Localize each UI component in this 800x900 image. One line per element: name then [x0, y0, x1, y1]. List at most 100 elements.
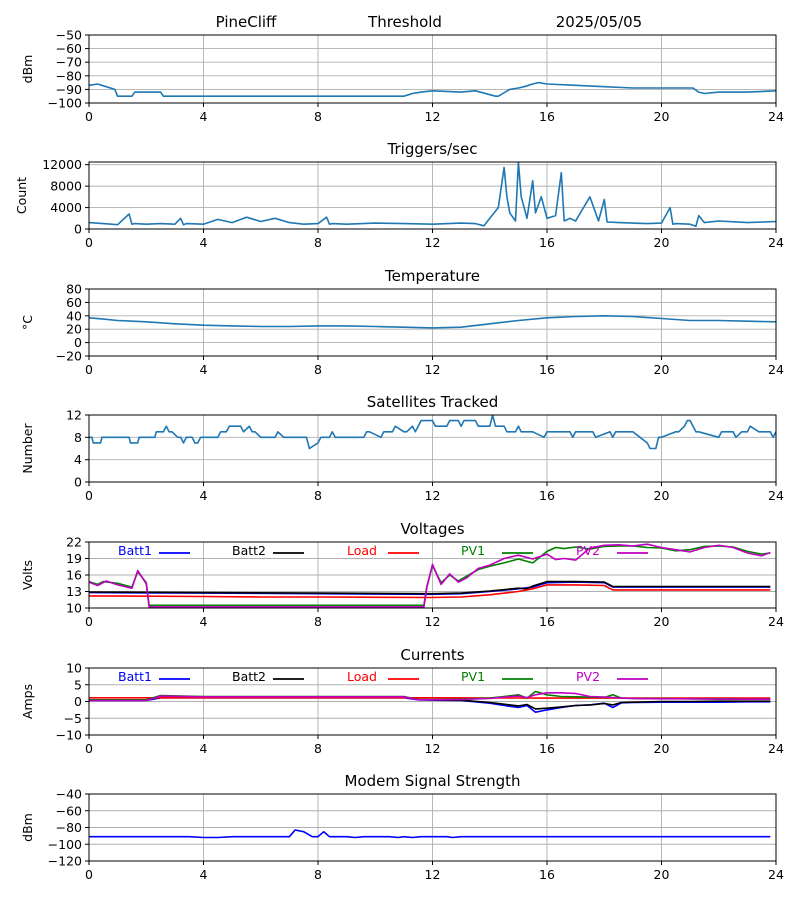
y-tick-label: −80: [56, 820, 82, 835]
x-tick-label: 12: [425, 614, 441, 629]
x-tick-label: 0: [85, 741, 93, 756]
series-line-pv2: [89, 691, 771, 702]
y-axis-label: dBm: [20, 813, 35, 842]
y-tick-label: 12000: [42, 157, 82, 172]
x-tick-label: 8: [314, 235, 322, 250]
x-tick-label: 16: [539, 614, 555, 629]
y-tick-label: 22: [66, 535, 82, 550]
y-tick-label: −10: [56, 728, 82, 743]
x-tick-label: 12: [425, 741, 441, 756]
y-tick-label: −60: [56, 803, 82, 818]
x-tick-label: 4: [200, 488, 208, 503]
y-tick-label: 8: [74, 430, 82, 445]
x-tick-label: 20: [654, 109, 670, 124]
panel-2: 0 4 8 12 16 20 24 0 4000 8000 12000 Count Triggers/s…: [14, 140, 784, 250]
series-group: [89, 314, 776, 329]
x-tick-label: 12: [425, 109, 441, 124]
x-tick-label: 24: [768, 741, 784, 756]
series-group: [89, 415, 776, 450]
legend-label-pv2: PV2: [576, 543, 600, 558]
x-tick-label: 8: [314, 614, 322, 629]
panel-1: 0 4 8 12 16 20 24 −100−90−80−70−60−50 dBm: [20, 28, 784, 125]
x-tick-label: 24: [768, 109, 784, 124]
series-line-main: [89, 162, 776, 228]
y-tick-label: −80: [56, 68, 82, 83]
y-tick-label: 60: [66, 295, 82, 310]
x-tick-label: 24: [768, 488, 784, 503]
y-tick-label: 12: [66, 408, 82, 423]
y-tick-label: −100: [48, 96, 82, 111]
x-tick-label: 16: [539, 741, 555, 756]
legend-label-batt2: Batt2: [232, 543, 266, 558]
y-tick-label: 5: [74, 677, 82, 692]
y-tick-label: 40: [66, 308, 82, 323]
y-tick-label: 4000: [50, 200, 82, 215]
header-mode: Threshold: [367, 13, 442, 31]
legend-label-load: Load: [347, 669, 377, 684]
y-tick-label: 80: [66, 282, 82, 297]
x-tick-label: 24: [768, 614, 784, 629]
x-tick-label: 24: [768, 235, 784, 250]
legend-label-load: Load: [347, 543, 377, 558]
y-axis-label: Count: [14, 177, 29, 214]
series-group: [89, 690, 771, 714]
series-line-pv2: [89, 543, 771, 608]
y-axis-label: Volts: [20, 560, 35, 590]
y-tick-label: 10: [66, 601, 82, 616]
series-group: [89, 162, 776, 228]
x-tick-label: 16: [539, 867, 555, 882]
x-tick-label: 12: [425, 362, 441, 377]
panel-title: Temperature: [384, 267, 480, 285]
panel-title: Satellites Tracked: [367, 393, 498, 411]
y-tick-label: 8000: [50, 179, 82, 194]
x-tick-label: 20: [654, 362, 670, 377]
series-line-main: [89, 314, 776, 329]
x-tick-label: 12: [425, 488, 441, 503]
x-tick-label: 16: [539, 488, 555, 503]
y-tick-label: −50: [56, 28, 82, 43]
panel-title: Currents: [400, 646, 464, 664]
series-group: [89, 829, 771, 839]
header-date: 2025/05/05: [556, 13, 642, 31]
y-tick-label: 20: [66, 322, 82, 337]
y-tick-label: 10: [66, 661, 82, 676]
y-tick-label: −20: [56, 349, 82, 364]
x-tick-label: 8: [314, 109, 322, 124]
panel-title: Triggers/sec: [387, 140, 478, 158]
y-tick-label: 0: [74, 335, 82, 350]
series-line-main: [89, 415, 776, 450]
x-tick-label: 4: [200, 109, 208, 124]
x-tick-label: 4: [200, 867, 208, 882]
x-tick-label: 20: [654, 614, 670, 629]
panel-7: 0 4 8 12 16 20 24 −120 −100 −80 −60−40 dBm Modem Sig…: [20, 772, 784, 882]
y-tick-label: 0: [74, 694, 82, 709]
x-tick-label: 8: [314, 362, 322, 377]
y-tick-label: −40: [56, 787, 82, 802]
x-tick-label: 4: [200, 614, 208, 629]
header-station: PineCliff: [216, 13, 277, 31]
x-tick-label: 16: [539, 109, 555, 124]
y-tick-label: −100: [48, 837, 82, 852]
x-tick-label: 16: [539, 235, 555, 250]
legend-label-pv1: PV1: [461, 543, 485, 558]
legend-label-batt1: Batt1: [118, 543, 152, 558]
x-tick-label: 20: [654, 741, 670, 756]
x-tick-label: 0: [85, 488, 93, 503]
y-axis-label: Amps: [20, 684, 35, 719]
y-tick-label: 0: [74, 475, 82, 490]
y-tick-label: −70: [56, 55, 82, 70]
x-tick-label: 16: [539, 362, 555, 377]
legend-label-batt2: Batt2: [232, 669, 266, 684]
series-group: [89, 543, 771, 608]
series-line-main: [89, 81, 776, 97]
legend-label-pv1: PV1: [461, 669, 485, 684]
x-tick-label: 0: [85, 109, 93, 124]
x-tick-label: 20: [654, 867, 670, 882]
x-tick-label: 4: [200, 741, 208, 756]
x-tick-label: 24: [768, 362, 784, 377]
panel-4: 0 4 8 12 16 20 24 0 4 8 12 Number Satellites Tracked: [20, 393, 784, 503]
x-tick-label: 24: [768, 867, 784, 882]
